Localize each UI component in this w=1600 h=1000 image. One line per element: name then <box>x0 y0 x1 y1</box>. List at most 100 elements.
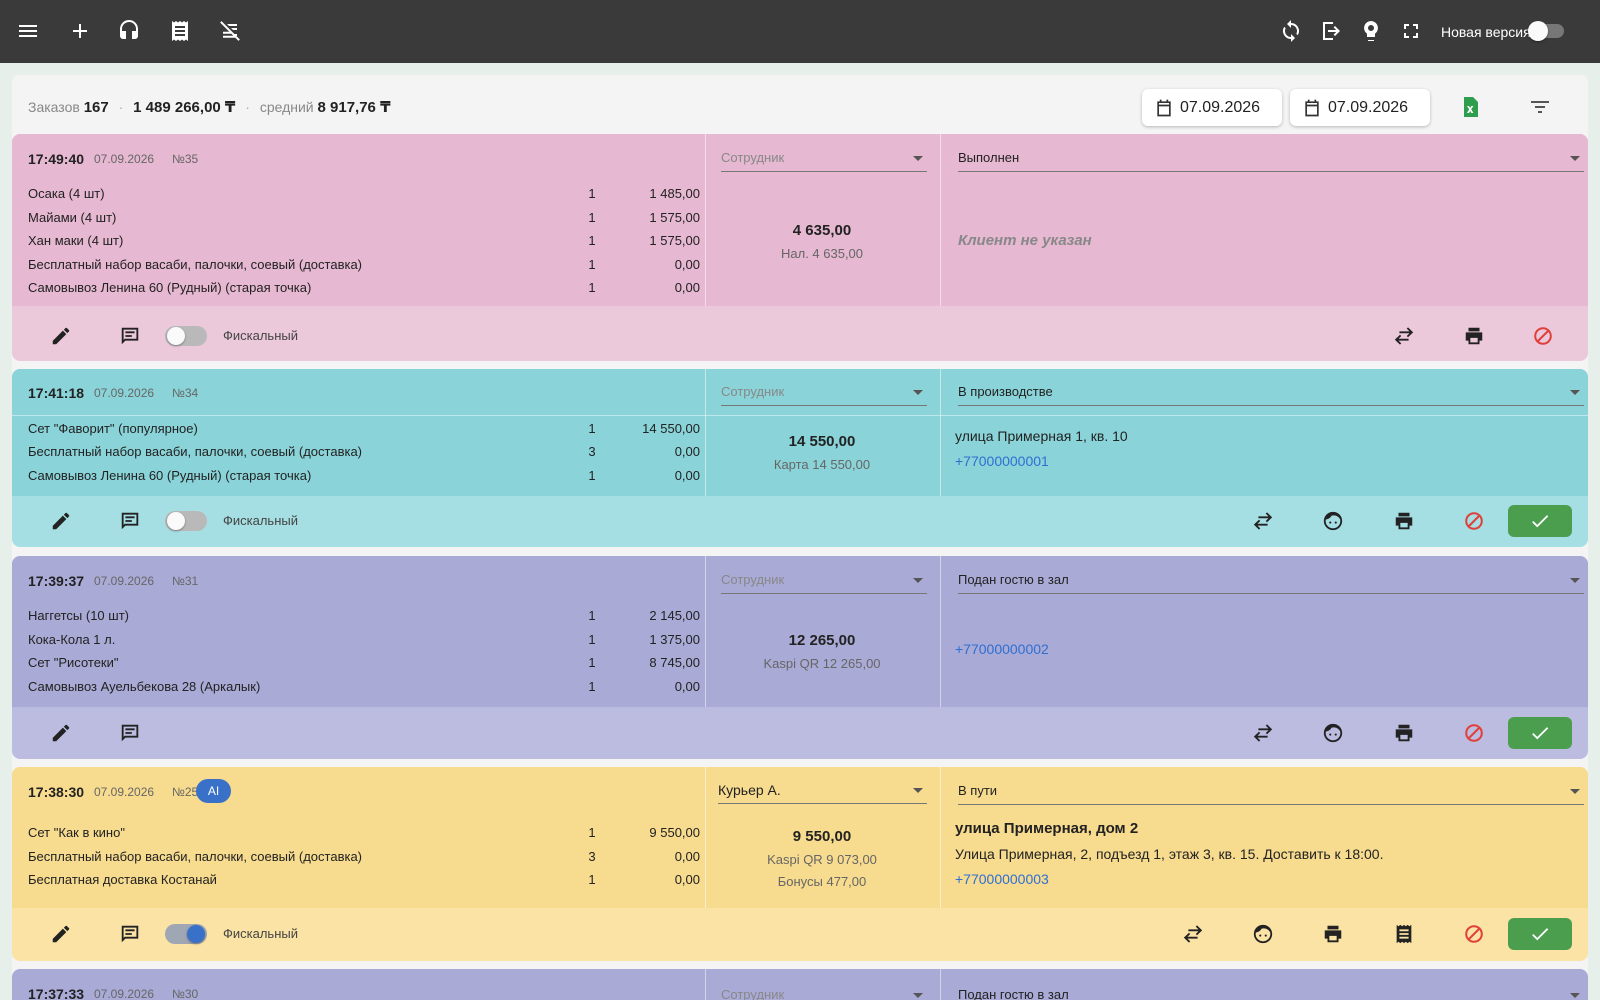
sync-icon[interactable] <box>1277 17 1305 45</box>
new-version-toggle[interactable] <box>1528 21 1564 41</box>
chevron-down-icon <box>913 993 923 998</box>
comment-icon[interactable] <box>115 321 145 351</box>
cancel-icon[interactable] <box>1459 718 1489 748</box>
comment-icon[interactable] <box>115 718 145 748</box>
cancel-icon[interactable] <box>1459 919 1489 949</box>
print-icon[interactable] <box>1318 919 1348 949</box>
print-icon[interactable] <box>1389 506 1419 536</box>
status-value: Подан гостю в зал <box>958 987 1069 1000</box>
item-qty: 1 <box>588 608 596 623</box>
item-name: Самовывоз Ауельбекова 28 (Аркалык) <box>28 679 261 694</box>
swap-icon[interactable] <box>1178 919 1208 949</box>
date-to-picker[interactable]: 07.09.2026 <box>1290 89 1430 126</box>
client-phone[interactable]: +77000000001 <box>955 453 1049 469</box>
cancel-icon[interactable] <box>1528 321 1558 351</box>
orders-count-label: Заказов <box>28 99 80 115</box>
order-date: 07.09.2026 <box>94 785 155 799</box>
status-select[interactable]: Выполнен <box>958 150 1584 172</box>
check-icon <box>1532 515 1549 528</box>
comment-icon[interactable] <box>115 506 145 536</box>
lightbulb-icon[interactable] <box>1357 17 1385 45</box>
status-select[interactable]: Подан гостю в зал <box>958 987 1584 1000</box>
order-details: 17:38:30 07.09.2026 №25 AI Сет "Как в ки… <box>12 767 1588 908</box>
swap-icon[interactable] <box>1248 506 1278 536</box>
item-name: Сет "Как в кино" <box>28 825 125 840</box>
item-name: Бесплатный набор васаби, палочки, соевый… <box>28 444 363 459</box>
edit-icon[interactable] <box>46 919 76 949</box>
date-from-picker[interactable]: 07.09.2026 <box>1142 89 1282 126</box>
excel-export-icon[interactable] <box>1457 94 1483 120</box>
courier-face-icon[interactable] <box>1248 919 1278 949</box>
check-icon <box>1532 727 1549 740</box>
orders-count: 167 <box>83 99 109 116</box>
edit-icon[interactable] <box>46 321 76 351</box>
edit-icon[interactable] <box>46 718 76 748</box>
receipt-icon[interactable] <box>1389 919 1419 949</box>
swap-icon[interactable] <box>1248 718 1278 748</box>
chevron-down-icon <box>913 578 923 583</box>
employee-select[interactable]: Сотрудник <box>721 572 927 594</box>
employee-select[interactable]: Курьер А. <box>718 782 927 804</box>
employee-value: Курьер А. <box>718 782 781 798</box>
item-price: 0,00 <box>674 872 700 887</box>
order-date: 07.09.2026 <box>94 574 155 588</box>
client-phone[interactable]: +77000000002 <box>955 641 1049 657</box>
order-card: 17:41:18 07.09.2026 №34 Сет "Фаворит" (п… <box>12 369 1588 547</box>
item-name: Наггетсы (10 шт) <box>28 608 129 623</box>
employee-select[interactable]: Сотрудник <box>721 384 927 406</box>
edit-icon[interactable] <box>46 506 76 536</box>
courier-face-icon[interactable] <box>1318 718 1348 748</box>
item-qty: 1 <box>588 280 596 295</box>
courier-face-icon[interactable] <box>1318 506 1348 536</box>
item-price: 1 575,00 <box>649 210 700 225</box>
payment-line: Карта 14 550,00 <box>773 457 871 472</box>
logout-icon[interactable] <box>1317 17 1345 45</box>
date-to-value: 07.09.2026 <box>1328 98 1409 116</box>
item-qty: 1 <box>588 825 596 840</box>
fiscal-label: Фискальный <box>223 328 298 343</box>
chevron-down-icon <box>1570 390 1580 395</box>
fiscal-toggle[interactable] <box>165 511 207 531</box>
status-select[interactable]: В производстве <box>958 384 1584 406</box>
check-icon <box>1532 928 1549 941</box>
cancel-icon[interactable] <box>1459 506 1489 536</box>
order-details: 17:41:18 07.09.2026 №34 Сет "Фаворит" (п… <box>12 369 1588 496</box>
complete-order-button[interactable] <box>1508 505 1572 537</box>
fiscal-toggle[interactable] <box>165 326 207 346</box>
print-icon[interactable] <box>1389 718 1419 748</box>
complete-order-button[interactable] <box>1508 918 1572 950</box>
order-actions: Фискальный <box>12 310 1588 361</box>
payment-line: Kaspi QR 9 073,00 <box>767 852 877 867</box>
order-time: 17:41:18 <box>28 385 85 401</box>
order-time: 17:38:30 <box>28 784 85 800</box>
employee-placeholder: Сотрудник <box>721 987 785 1000</box>
print-icon[interactable] <box>1459 321 1489 351</box>
plus-icon[interactable] <box>66 17 94 45</box>
no-delivery-icon[interactable] <box>216 17 244 45</box>
order-date: 07.09.2026 <box>94 987 155 1000</box>
new-version-label: Новая версия <box>1441 24 1531 40</box>
fiscal-label: Фискальный <box>223 926 298 941</box>
client-phone[interactable]: +77000000003 <box>955 871 1049 887</box>
employee-select[interactable]: Сотрудник <box>721 150 927 172</box>
order-date: 07.09.2026 <box>94 152 155 166</box>
item-qty: 1 <box>588 468 596 483</box>
order-actions: Фискальный <box>12 496 1588 547</box>
employee-select[interactable]: Сотрудник <box>721 987 927 1000</box>
complete-order-button[interactable] <box>1508 717 1572 749</box>
item-name: Кока-Кола 1 л. <box>28 632 116 647</box>
status-select[interactable]: В пути <box>958 783 1584 805</box>
employee-placeholder: Сотрудник <box>721 572 785 587</box>
fullscreen-icon[interactable] <box>1397 17 1425 45</box>
item-name: Самовывоз Ленина 60 (Рудный) (старая точ… <box>28 280 312 295</box>
filter-icon[interactable] <box>1527 94 1553 120</box>
status-select[interactable]: Подан гостю в зал <box>958 572 1584 594</box>
menu-icon[interactable] <box>14 17 42 45</box>
status-value: Подан гостю в зал <box>958 572 1069 587</box>
item-price: 2 145,00 <box>649 608 700 623</box>
headset-icon[interactable] <box>115 17 143 45</box>
swap-icon[interactable] <box>1389 321 1419 351</box>
receipt-icon[interactable] <box>166 17 194 45</box>
comment-icon[interactable] <box>115 919 145 949</box>
fiscal-toggle[interactable] <box>165 924 207 944</box>
